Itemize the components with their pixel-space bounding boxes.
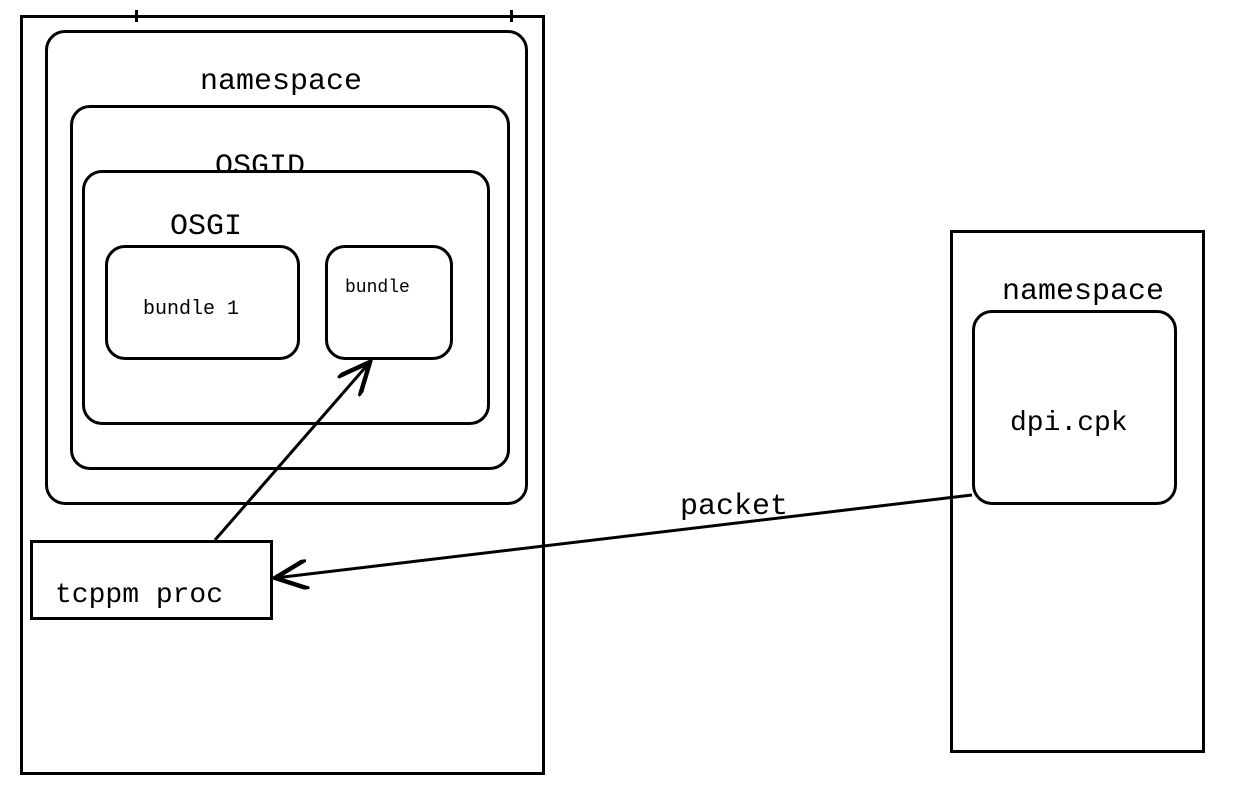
- dpi-cpk-label: dpi.cpk: [1010, 408, 1128, 439]
- left-namespace-label: namespace: [200, 65, 362, 99]
- osgi-label: OSGI: [170, 210, 242, 244]
- tick-mark: [135, 10, 138, 22]
- architecture-diagram: namespace OSGID OSGI bundle 1 bundle tcp…: [0, 0, 1240, 805]
- tick-mark: [510, 10, 513, 22]
- bundle-label: bundle: [345, 278, 410, 298]
- tcppm-label: tcppm proc: [55, 580, 223, 611]
- bundle-box: [325, 245, 453, 360]
- bundle1-label: bundle 1: [143, 298, 239, 321]
- right-namespace-label: namespace: [1002, 275, 1164, 309]
- packet-edge-label: packet: [680, 490, 788, 524]
